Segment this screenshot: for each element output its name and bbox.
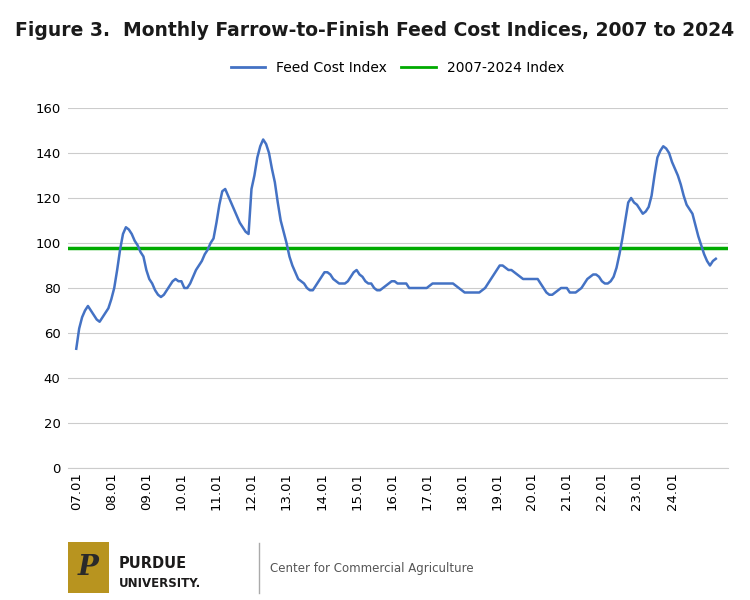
Text: P: P [78, 554, 98, 581]
Text: PURDUE: PURDUE [118, 557, 187, 571]
Legend: Feed Cost Index, 2007-2024 Index: Feed Cost Index, 2007-2024 Index [225, 56, 570, 80]
Text: Center for Commercial Agriculture: Center for Commercial Agriculture [270, 562, 474, 575]
Text: Figure 3.  Monthly Farrow-to-Finish Feed Cost Indices, 2007 to 2024: Figure 3. Monthly Farrow-to-Finish Feed … [16, 21, 734, 40]
Text: UNIVERSITY.: UNIVERSITY. [118, 577, 201, 590]
